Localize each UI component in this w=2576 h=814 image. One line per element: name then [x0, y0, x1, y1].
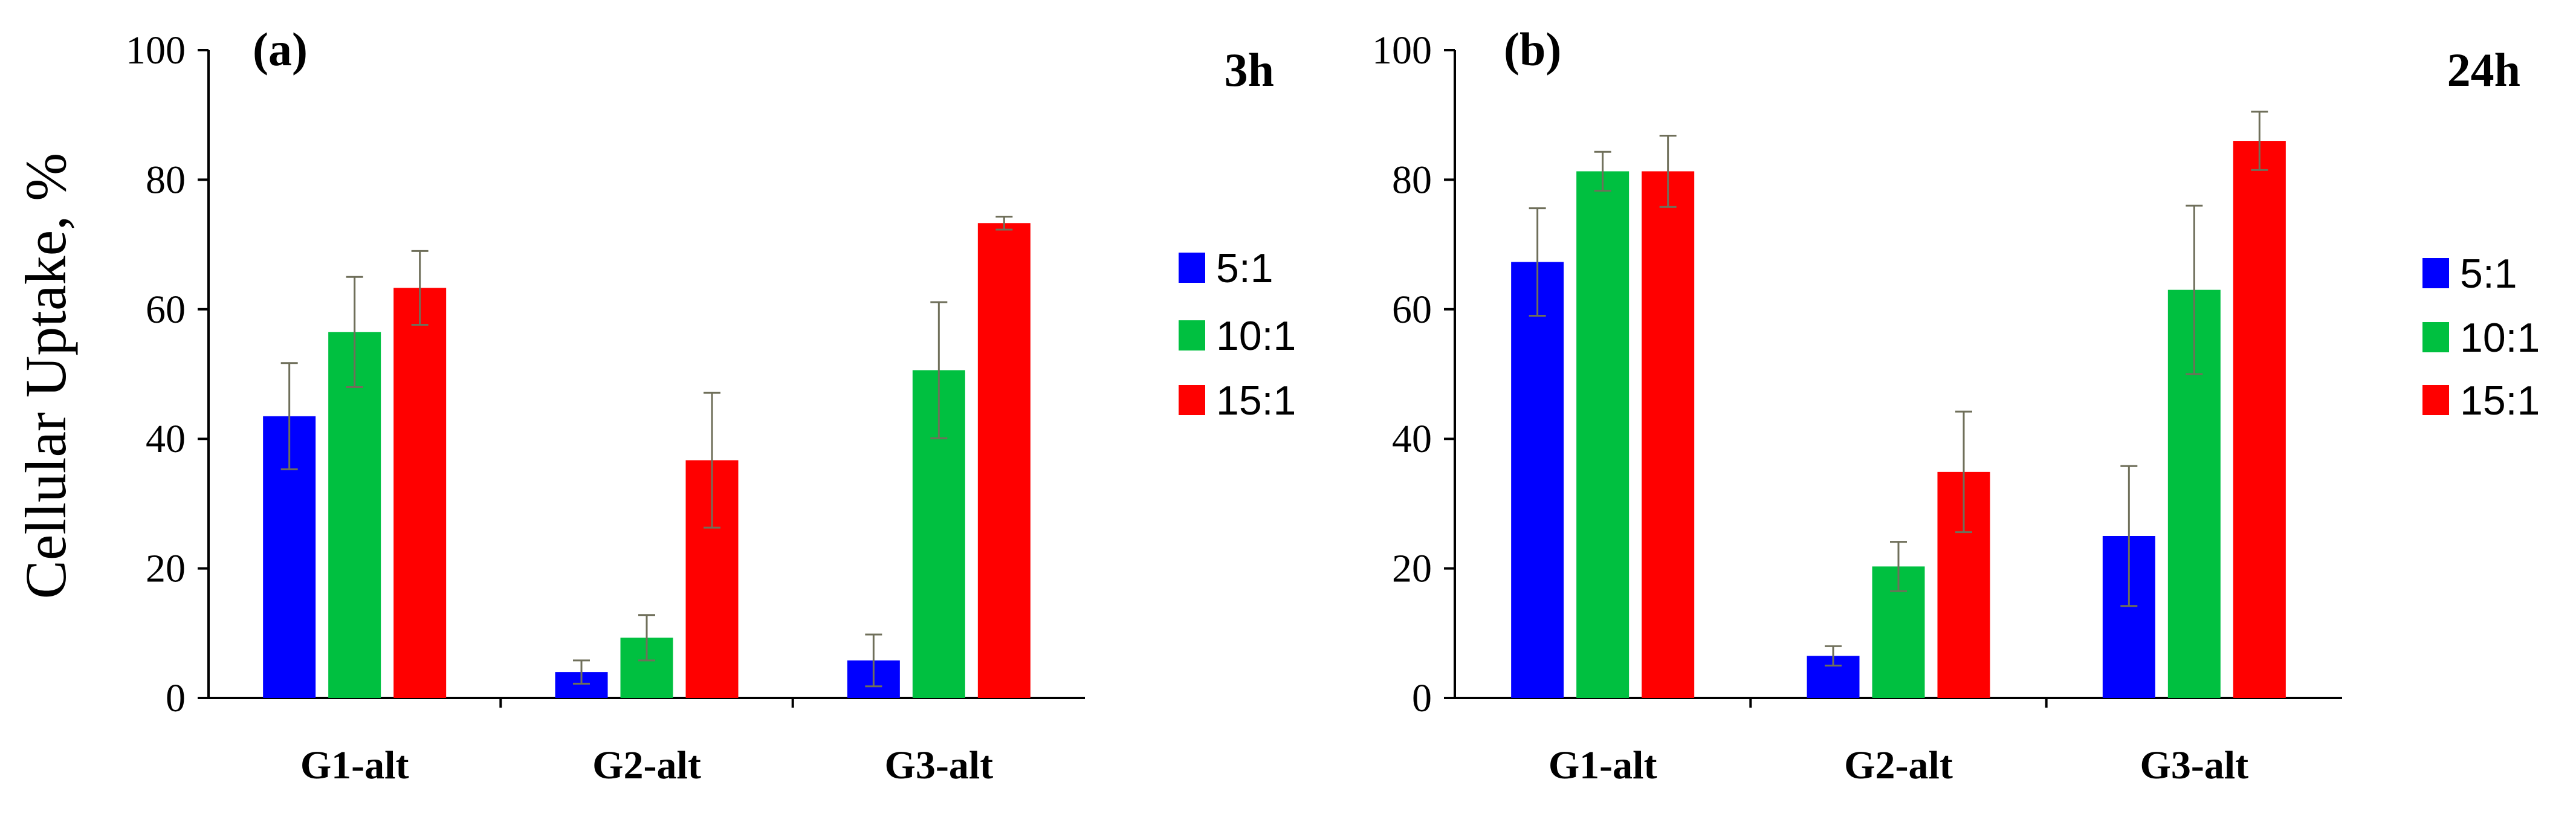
- chart-panel-b: (b) 24h 0 20 40 60 80 100 G1-alt G2-alt G3-alt 5…: [1372, 23, 2540, 787]
- error-bar: [346, 276, 363, 388]
- legend-label: 10:1: [2460, 315, 2540, 361]
- error-bar: [2251, 111, 2268, 171]
- error-bar: [2186, 204, 2203, 375]
- bars-b: [1511, 141, 2286, 698]
- error-bar: [704, 392, 720, 529]
- bar: [1642, 171, 1695, 698]
- error-bar: [2120, 465, 2138, 607]
- error-bars-b: [1529, 111, 2268, 667]
- axes-a: 0 20 40 60 80 100 G1-alt G2-alt G3-alt: [126, 28, 1085, 787]
- error-bar: [1890, 541, 1907, 592]
- legend-swatch: [2422, 258, 2449, 288]
- y-tick-label: 60: [1392, 288, 1432, 332]
- error-bar: [930, 301, 948, 439]
- bar: [977, 223, 1031, 698]
- y-tick-label: 100: [126, 28, 186, 73]
- y-tick-label: 20: [146, 547, 186, 591]
- y-tick-label: 100: [1372, 28, 1432, 73]
- legend-label: 15:1: [1216, 378, 1296, 424]
- bar: [1511, 262, 1564, 698]
- x-category-label: G1-alt: [300, 743, 409, 787]
- x-category-label: G2-alt: [1844, 743, 1953, 787]
- time-label-24h: 24h: [2447, 44, 2520, 96]
- error-bar: [573, 659, 590, 685]
- time-label-3h: 3h: [1225, 44, 1274, 96]
- y-tick-label: 60: [146, 288, 186, 332]
- legend-swatch: [1179, 320, 1205, 350]
- chart-panel-a: Cellular Uptake, % (a) 3h 0 20 40 60 80 100 G1…: [13, 23, 1296, 787]
- x-category-label: G2-alt: [592, 743, 701, 787]
- error-bar: [1659, 135, 1677, 208]
- legend-swatch: [1179, 253, 1205, 283]
- legend-a: 5:1 10:1 15:1: [1179, 245, 1296, 424]
- y-tick-label: 0: [166, 676, 186, 720]
- bar: [2233, 141, 2286, 698]
- legend-label: 5:1: [2460, 251, 2517, 297]
- legend-b: 5:1 10:1 15:1: [2422, 251, 2540, 424]
- panel-label-b: (b): [1504, 23, 1561, 76]
- legend-label: 15:1: [2460, 378, 2540, 424]
- legend-swatch: [2422, 385, 2449, 415]
- error-bar: [1529, 207, 1546, 317]
- y-tick-label: 80: [1392, 158, 1432, 202]
- error-bar: [1955, 410, 1972, 534]
- y-tick-label: 20: [1392, 547, 1432, 591]
- legend-label: 5:1: [1216, 245, 1273, 291]
- error-bars-a: [280, 216, 1013, 688]
- error-bar: [1594, 150, 1611, 192]
- legend-swatch: [1179, 385, 1205, 415]
- y-tick-label: 0: [1412, 676, 1432, 720]
- error-bar: [995, 216, 1013, 231]
- panel-label-a: (a): [253, 23, 308, 76]
- bars-a: [263, 223, 1031, 698]
- y-tick-label: 40: [1392, 417, 1432, 461]
- y-axis-label: Cellular Uptake, %: [13, 153, 78, 599]
- error-bar: [411, 250, 429, 326]
- x-category-label: G1-alt: [1549, 743, 1657, 787]
- bar: [1576, 171, 1629, 698]
- x-category-label: G3-alt: [885, 743, 994, 787]
- y-tick-label: 80: [146, 158, 186, 202]
- error-bar: [1825, 645, 1842, 667]
- y-tick-label: 40: [146, 417, 186, 461]
- legend-swatch: [2422, 322, 2449, 352]
- legend-label: 10:1: [1216, 313, 1296, 359]
- error-bar: [865, 633, 882, 688]
- error-bar: [280, 362, 298, 471]
- bar: [393, 288, 447, 698]
- error-bar: [638, 614, 655, 662]
- bar: [328, 332, 381, 698]
- x-category-label: G3-alt: [2140, 743, 2249, 787]
